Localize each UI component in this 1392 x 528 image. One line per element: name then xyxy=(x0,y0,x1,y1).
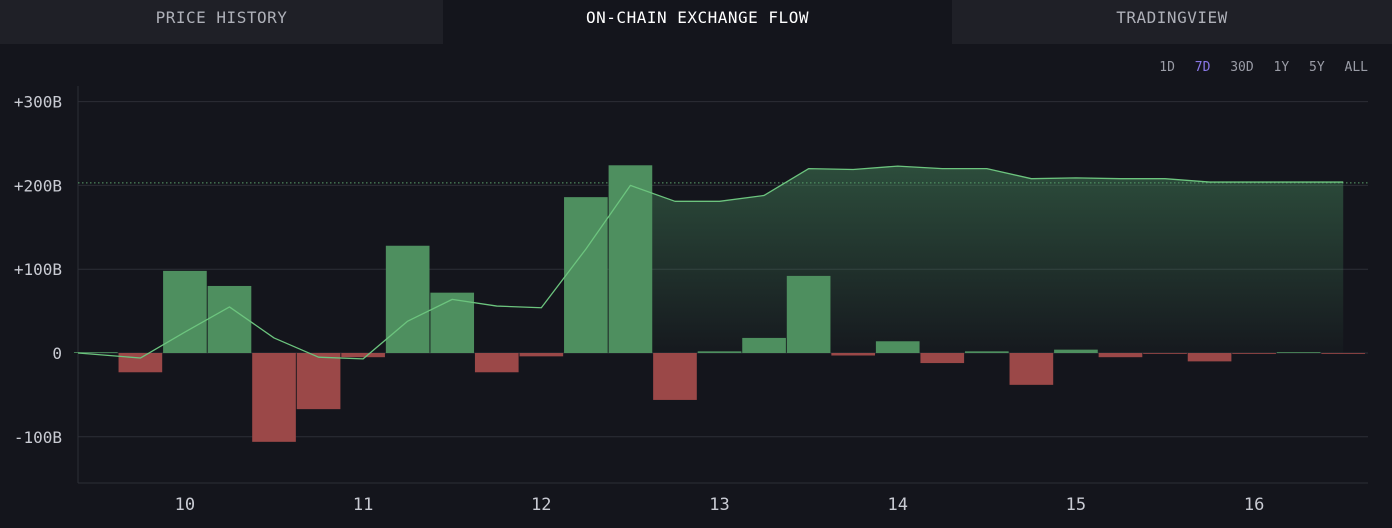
cumulative-line-layer xyxy=(77,165,1344,360)
bar-14 xyxy=(697,351,742,353)
bar-4 xyxy=(252,353,296,442)
bar-16 xyxy=(786,275,831,353)
cumulative-area-layer xyxy=(630,166,1344,353)
range-5y[interactable]: 5Y xyxy=(1309,60,1325,75)
range-1y[interactable]: 1Y xyxy=(1273,60,1290,75)
bar-12 xyxy=(608,165,653,353)
bar-1 xyxy=(118,353,163,373)
x-tick-label: 13 xyxy=(709,495,729,515)
y-tick-label: -100B xyxy=(14,428,62,447)
bar-22 xyxy=(1054,349,1098,353)
bar-10 xyxy=(519,353,564,357)
range-7d[interactable]: 7D xyxy=(1194,60,1211,75)
bar-23 xyxy=(1098,353,1143,358)
bar-6 xyxy=(341,353,385,358)
bar-0 xyxy=(73,352,118,353)
x-tick-label: 10 xyxy=(175,495,195,515)
range-1d[interactable]: 1D xyxy=(1159,60,1175,75)
x-tick-label: 15 xyxy=(1066,495,1086,515)
tab-price-history[interactable]: PRICE HISTORY xyxy=(0,0,443,44)
bar-9 xyxy=(474,353,519,373)
bar-25 xyxy=(1187,353,1232,362)
cumulative-line xyxy=(77,165,1344,360)
bar-series xyxy=(73,165,1366,442)
bar-3 xyxy=(207,285,252,353)
bar-19 xyxy=(920,353,965,364)
y-tick-label: 0 xyxy=(52,344,62,363)
x-axis-ticks: 10 11 12 13 14 15 16 xyxy=(175,495,1265,515)
y-tick-label: +200B xyxy=(14,176,62,195)
bar-27 xyxy=(1276,352,1321,353)
bar-8 xyxy=(430,292,475,353)
cumulative-area xyxy=(630,166,1344,353)
y-tick-label: +300B xyxy=(14,93,62,112)
x-tick-label: 12 xyxy=(531,495,551,515)
bar-11 xyxy=(564,197,608,353)
bar-7 xyxy=(385,245,430,353)
bar-28 xyxy=(1321,353,1366,354)
bar-24 xyxy=(1143,353,1187,354)
x-tick-label: 11 xyxy=(353,495,373,515)
range-selector: 1D 7D 30D 1Y 5Y ALL xyxy=(1147,60,1368,78)
x-tick-label: 14 xyxy=(887,495,907,515)
bar-17 xyxy=(831,353,875,356)
x-tick-label: 16 xyxy=(1244,495,1264,515)
bar-20 xyxy=(964,351,1009,353)
y-axis-ticks: +300B +200B +100B 0 -100B xyxy=(14,93,62,447)
bar-21 xyxy=(1009,353,1054,385)
range-all[interactable]: ALL xyxy=(1344,60,1368,75)
bar-5 xyxy=(296,353,341,410)
bar-2 xyxy=(163,270,207,353)
bar-26 xyxy=(1232,353,1276,354)
bar-18 xyxy=(875,341,920,353)
tab-on-chain-exchange-flow[interactable]: ON-CHAIN EXCHANGE FLOW xyxy=(443,0,952,44)
bar-13 xyxy=(653,353,697,400)
y-tick-label: +100B xyxy=(14,260,62,279)
bar-15 xyxy=(742,337,786,353)
tab-tradingview[interactable]: TRADINGVIEW xyxy=(952,0,1392,44)
range-30d[interactable]: 30D xyxy=(1230,60,1254,75)
tab-bar: PRICE HISTORY ON-CHAIN EXCHANGE FLOW TRA… xyxy=(0,0,1392,44)
